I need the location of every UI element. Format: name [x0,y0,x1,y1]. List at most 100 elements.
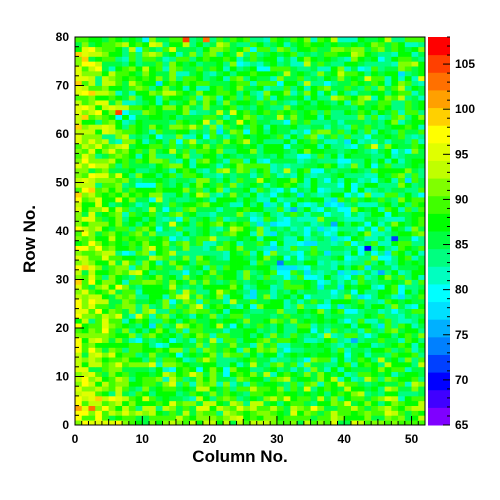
heatmap-cell [357,163,365,169]
heatmap-cell [202,143,211,149]
heatmap-cell [75,269,83,276]
heatmap-cell [202,100,211,106]
heatmap-cell [202,104,211,111]
heatmap-cell [357,303,365,309]
heatmap-cell [196,328,204,334]
heatmap-cell [303,371,311,377]
heatmap-cell [223,381,231,387]
heatmap-cell [324,352,332,358]
heatmap-cell [297,51,305,57]
heatmap-cell [404,56,412,62]
heatmap-cell [236,66,244,72]
heatmap-cell [290,51,298,57]
heatmap-cell [256,250,264,256]
heatmap-cell [317,371,325,377]
heatmap-cell [404,284,412,290]
heatmap-cell [135,318,143,324]
heatmap-cell [344,211,352,217]
heatmap-cell [169,90,177,96]
heatmap-cell [256,138,264,145]
heatmap-cell [175,240,184,246]
heatmap-cell [418,226,426,232]
heatmap-cell [256,134,264,140]
heatmap-cell [350,328,359,334]
heatmap-cell [243,167,251,174]
heatmap-cell [398,37,406,43]
heatmap-cell [142,323,150,329]
heatmap-cell [88,167,96,174]
heatmap-cell [122,158,130,164]
heatmap-cell [223,400,231,406]
heatmap-cell [128,250,136,256]
heatmap-cell [175,46,184,52]
heatmap-cell [169,391,177,397]
heatmap-cell [371,172,379,179]
heatmap-cell [391,371,399,377]
heatmap-cell [155,172,163,179]
heatmap-cell [337,80,345,86]
heatmap-cell [209,153,217,159]
heatmap-cell [162,37,170,43]
heatmap-cell [162,415,170,421]
heatmap-cell [81,231,89,237]
heatmap-cell [371,80,379,86]
heatmap-cell [364,289,372,295]
heatmap-cell [135,109,143,115]
heatmap-cell [75,226,83,232]
heatmap-cell [182,129,190,135]
heatmap-cell [324,172,332,179]
heatmap-cell [263,420,271,426]
heatmap-cell [418,274,426,280]
heatmap-cell [377,153,386,159]
heatmap-cell [377,332,386,339]
heatmap-cell [128,328,136,334]
heatmap-cell [344,153,352,159]
heatmap-cell [404,201,412,208]
heatmap-cell [229,75,237,82]
heatmap-cell [175,332,184,339]
heatmap-cell [135,235,143,242]
heatmap-cell [236,250,244,256]
heatmap-cell [115,56,123,62]
heatmap-cell [276,114,285,120]
heatmap-cell [371,264,379,271]
heatmap-cell [317,400,325,406]
heatmap-cell [135,100,143,106]
heatmap-cell [189,303,197,309]
heatmap-cells [75,37,426,426]
heatmap-cell [364,80,372,86]
heatmap-cell [283,100,291,106]
heatmap-cell [384,395,392,402]
heatmap-cell [88,240,96,246]
heatmap-cell [418,109,426,115]
heatmap-cell [250,216,258,222]
heatmap-cell [182,148,190,154]
heatmap-cell [223,61,231,67]
heatmap-cell [364,216,372,222]
heatmap-cell [95,332,103,339]
heatmap-cell [330,46,338,52]
heatmap-cell [108,187,116,193]
heatmap-cell [75,56,83,62]
heatmap-cell [142,337,150,343]
heatmap-cell [263,182,271,188]
heatmap-cell [81,386,89,392]
heatmap-cell [391,269,399,276]
heatmap-cell [209,56,217,62]
heatmap-cell [263,405,271,411]
heatmap-cell [229,109,237,115]
heatmap-cell [115,114,123,120]
heatmap-cell [236,80,244,86]
heatmap-cell [256,294,264,300]
heatmap-cell [297,332,305,339]
heatmap-cell [196,235,204,242]
heatmap-cell [115,124,123,130]
heatmap-cell [196,284,204,290]
heatmap-cell [101,182,110,188]
heatmap-cell [330,109,338,115]
heatmap-cell [391,182,399,188]
heatmap-cell [283,114,291,120]
heatmap-cell [115,143,123,149]
heatmap-cell [250,308,258,314]
heatmap-cell [391,391,399,397]
